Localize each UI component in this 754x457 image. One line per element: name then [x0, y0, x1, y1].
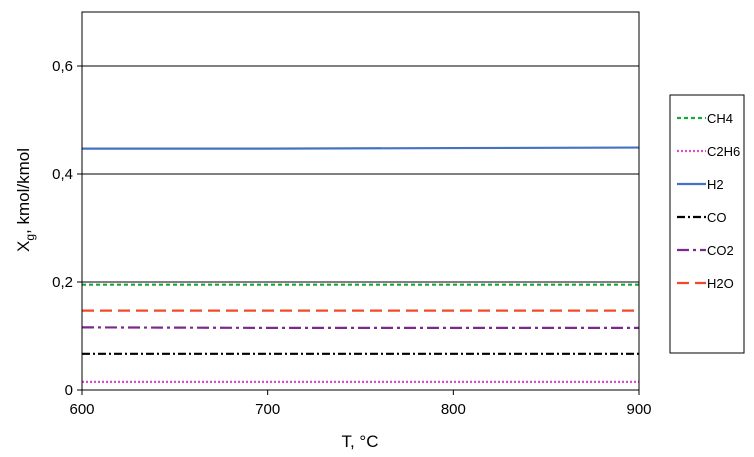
y-axis-title: Xg, kmol/kmol	[14, 148, 37, 252]
x-tick-label: 800	[441, 401, 466, 418]
y-tick-label: 0,6	[52, 58, 73, 75]
legend-label-co2: CO2	[707, 243, 734, 258]
legend-box	[669, 94, 745, 354]
legend-label-co: CO	[707, 210, 727, 225]
x-tick-label: 600	[69, 401, 94, 418]
axis-ticks: 0 0,2 0,4 0,6 600 700 800 900	[52, 58, 651, 418]
y-tick-label: 0,4	[52, 166, 73, 183]
series-lines	[81, 146, 640, 383]
y-axis-title-subscript: g	[23, 234, 37, 241]
plot-frame	[81, 11, 640, 391]
x-axis-title: T, °C	[341, 432, 378, 451]
legend-label-h2: H2	[707, 177, 724, 192]
grid-lines	[82, 65, 639, 283]
series-line-h2	[82, 146, 640, 150]
legend-label-h2o: H2O	[707, 276, 734, 291]
legend-label-ch4: CH4	[707, 111, 733, 126]
series-line-co2	[81, 326, 639, 329]
legend-label-c2h6: C2H6	[707, 144, 740, 159]
y-tick-label: 0	[65, 382, 73, 399]
legend: CH4 C2H6 H2 CO CO2 H2O	[669, 94, 745, 354]
y-axis-title-rest: , kmol/kmol	[14, 148, 33, 234]
y-tick-label: 0,2	[52, 274, 73, 291]
x-tick-label: 900	[626, 401, 651, 418]
y-axis-title-main: X	[14, 241, 33, 252]
x-tick-label: 700	[255, 401, 280, 418]
